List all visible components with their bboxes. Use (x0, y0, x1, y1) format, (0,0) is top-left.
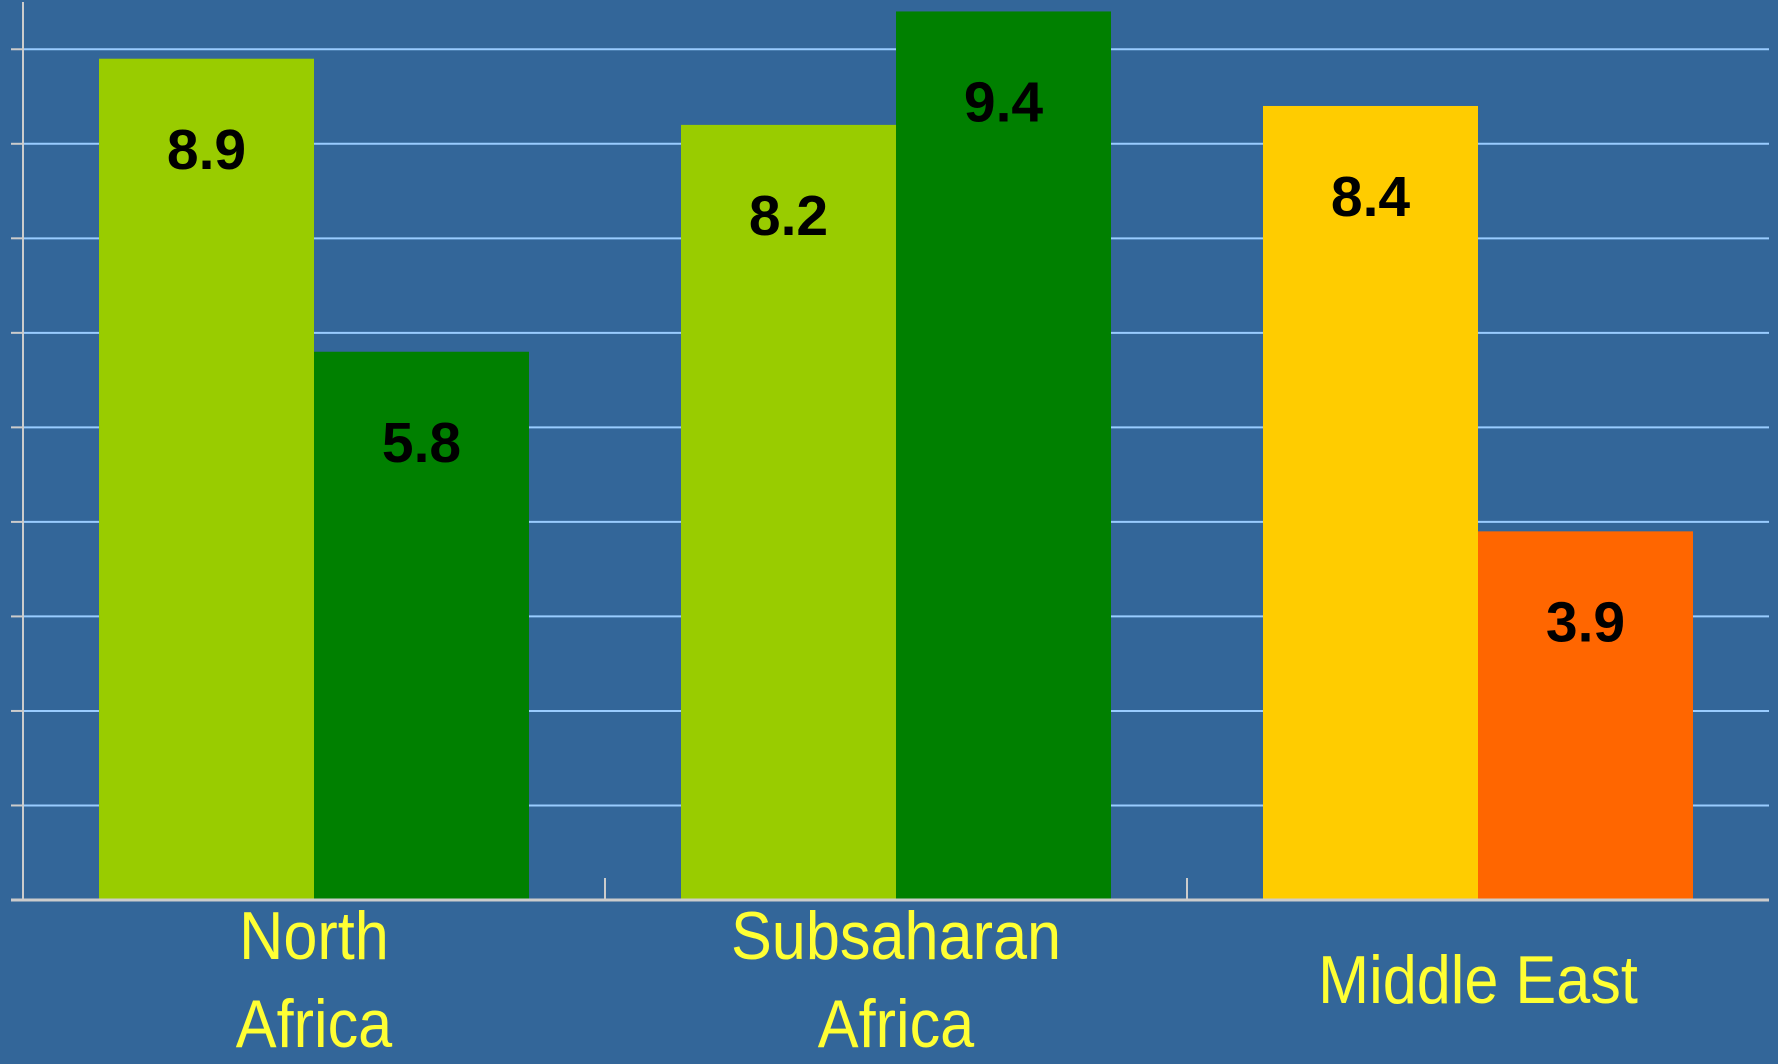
x-tick-label: Middle East (1318, 942, 1638, 1018)
value-label: 8.2 (749, 184, 828, 248)
bar (1263, 105, 1478, 901)
x-tick-label: North Africa (235, 898, 393, 1062)
bar (1478, 531, 1693, 900)
bar (896, 11, 1111, 900)
value-label: 3.9 (1546, 590, 1625, 654)
bar (99, 58, 314, 900)
x-tick-label: Subsaharan Africa (730, 898, 1062, 1062)
bar (314, 351, 529, 900)
bar (681, 124, 896, 900)
value-label: 9.4 (964, 71, 1044, 135)
value-label: 5.8 (382, 411, 461, 475)
value-label: 8.9 (167, 118, 246, 182)
value-label: 8.4 (1331, 165, 1411, 229)
